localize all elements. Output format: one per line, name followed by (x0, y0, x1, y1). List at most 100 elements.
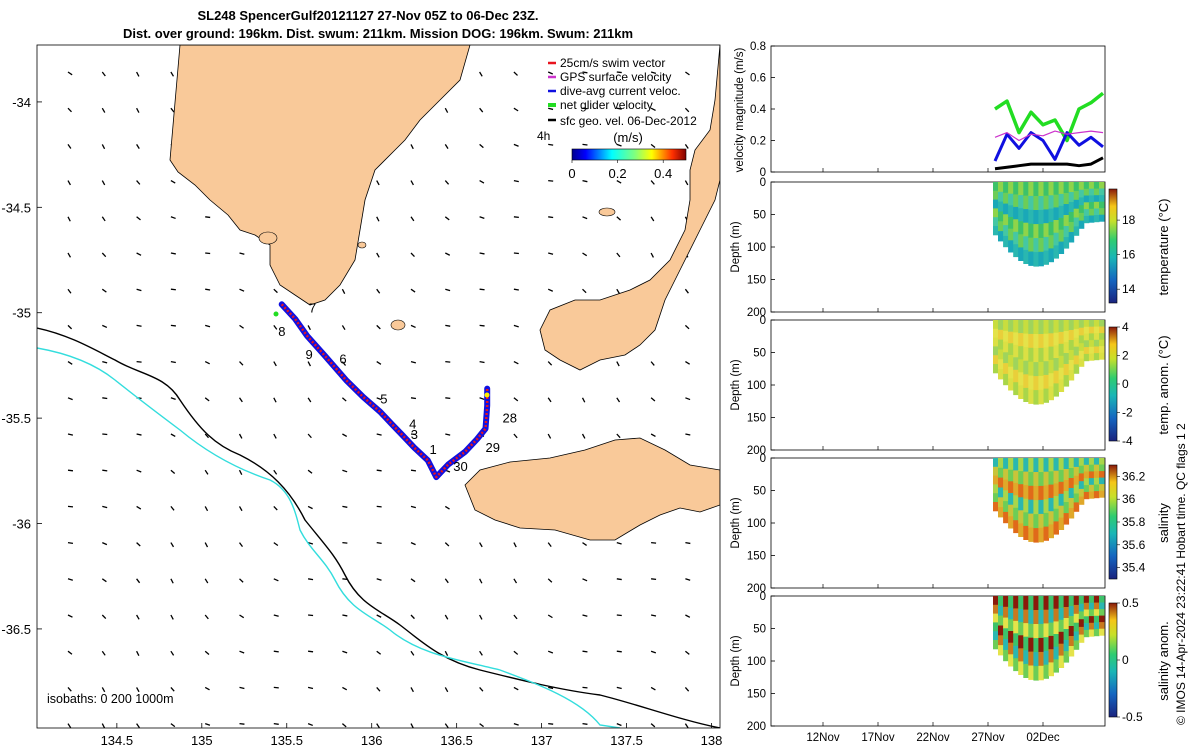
geo-vector (101, 578, 107, 583)
geo-vector (650, 723, 656, 728)
section-cell (993, 226, 999, 236)
geo-vector (616, 433, 621, 439)
section-cell (1033, 320, 1039, 335)
geo-vector (582, 650, 588, 653)
section-cell (1033, 252, 1039, 267)
time-tick-label: 22Nov (916, 732, 949, 744)
section-cell (1048, 346, 1054, 361)
geo-vector (547, 542, 552, 547)
colorbar-tick-label: -4 (1122, 434, 1133, 448)
section-cell (998, 467, 1004, 479)
section-cell (1038, 513, 1044, 529)
geo-vector (170, 686, 175, 692)
geo-vector (273, 650, 279, 653)
section-cell (1073, 622, 1080, 633)
section-cell (1018, 661, 1024, 675)
geo-vector (548, 252, 554, 255)
section-cell (1038, 596, 1044, 611)
section-cell (1083, 215, 1090, 224)
geo-vector (684, 180, 689, 186)
section-cell (1048, 524, 1054, 539)
section-cell (993, 364, 999, 374)
geo-vector (376, 324, 381, 330)
section-cell (1083, 347, 1090, 355)
section-cell (1043, 236, 1049, 252)
geo-vector (444, 723, 449, 728)
geo-vector (547, 578, 553, 583)
velocity-y-tick-label: 0.2 (750, 136, 766, 148)
section-cell (1038, 623, 1044, 639)
section-cell (1093, 609, 1100, 617)
geo-vector (67, 288, 72, 294)
geo-vector (684, 107, 690, 113)
legend-label: net glider velocity (560, 98, 653, 112)
geo-vector (136, 505, 142, 510)
geo-vector (102, 542, 108, 546)
geo-vector (238, 397, 243, 403)
section-cell (993, 182, 999, 192)
geo-vector (67, 433, 74, 436)
section-cell (1033, 624, 1039, 639)
colorbar-tick-label: 16 (1122, 248, 1136, 262)
geo-vector (170, 288, 176, 291)
geo-vector (67, 252, 72, 258)
section-cell (1048, 497, 1054, 512)
section-cell (1033, 348, 1039, 363)
geo-vector (136, 324, 142, 327)
section-cell (1008, 631, 1014, 644)
section-cell (1028, 513, 1034, 528)
geo-vector (513, 614, 518, 620)
footer-credit: © IMOS 14-Apr-2024 23:22:41 Hobart time.… (1174, 423, 1188, 725)
section-cell (1088, 622, 1095, 630)
colorbar-title: temp. anom. (°C) (1156, 335, 1171, 434)
section-cell (1028, 182, 1034, 197)
section-cell (1088, 182, 1095, 190)
section-cell (1053, 470, 1059, 484)
section-cell (1043, 250, 1049, 265)
geo-vector (239, 722, 245, 725)
geo-vector (307, 722, 313, 727)
section-cell (998, 191, 1004, 203)
depth-tick-label: 100 (747, 242, 766, 254)
section-cell (993, 475, 999, 485)
section-cell (1063, 651, 1070, 663)
geo-vector (341, 397, 347, 402)
geo-vector (170, 469, 176, 474)
section-cell (1063, 480, 1070, 492)
velocity-series-line (994, 130, 1104, 142)
geo-vector (581, 433, 586, 439)
section-cell (1063, 353, 1070, 365)
section-cell (1078, 465, 1085, 474)
section-cell (1008, 228, 1014, 241)
section-cell (1083, 340, 1090, 348)
section-cell (1073, 631, 1080, 641)
section-cell (1048, 471, 1054, 486)
section-cell (1068, 340, 1075, 351)
section-cell (1028, 651, 1034, 666)
section-cell (1058, 631, 1065, 645)
section-cell (1013, 231, 1019, 245)
section-cell (1099, 477, 1105, 485)
geo-vector (616, 288, 620, 294)
section-cell (1053, 320, 1059, 334)
geo-vector (273, 361, 277, 367)
section-cell (1048, 596, 1054, 610)
section-cell (1038, 347, 1044, 363)
section-cell (998, 221, 1004, 232)
geo-vector (479, 397, 485, 401)
geo-vector (342, 469, 348, 473)
section-cell (1028, 223, 1034, 239)
geo-vector (650, 252, 655, 258)
velocity-y-tick-label: 0.8 (750, 41, 766, 53)
geo-vector (376, 252, 380, 258)
map-y-tick-label: -34 (12, 95, 31, 110)
legend-label: GPS surface velocity (560, 70, 671, 84)
section-cell (1028, 389, 1034, 404)
section-cell (1093, 326, 1100, 334)
section-cell (1078, 603, 1085, 612)
section-cell (1068, 212, 1075, 223)
section-cell (1068, 468, 1075, 479)
section-cell (1003, 628, 1009, 640)
section-cell (998, 458, 1004, 469)
